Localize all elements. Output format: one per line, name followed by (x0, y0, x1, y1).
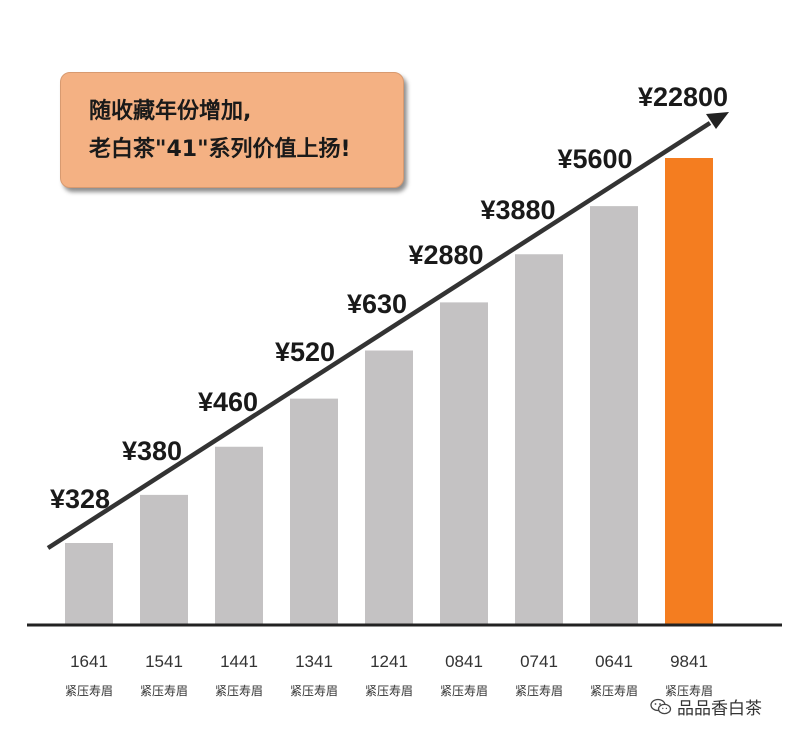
value-label-0841: ¥2880 (408, 240, 483, 270)
bar-9841 (665, 158, 713, 624)
bar-0841 (440, 302, 488, 624)
bar-0741 (515, 254, 563, 624)
category-sublabel-0841: 紧压寿眉 (440, 684, 488, 698)
category-label-1541: 1541 (145, 652, 183, 671)
value-label-1441: ¥460 (198, 387, 258, 417)
category-sublabel-1541: 紧压寿眉 (140, 684, 188, 698)
callout-box: 随收藏年份增加, 老白茶"41"系列价值上扬! (60, 72, 404, 188)
category-label-1341: 1341 (295, 652, 333, 671)
category-label-1641: 1641 (70, 652, 108, 671)
bar-1441 (215, 446, 263, 624)
bar-1541 (140, 494, 188, 624)
trend-arrow-line (46, 121, 712, 550)
category-label-0741: 0741 (520, 652, 558, 671)
category-label-1241: 1241 (370, 652, 408, 671)
value-label-1541: ¥380 (122, 436, 182, 466)
bar-1641 (65, 543, 113, 624)
bar-0641 (590, 206, 638, 624)
wechat-icon (650, 698, 672, 714)
value-label-1341: ¥520 (275, 337, 335, 367)
value-label-0741: ¥3880 (480, 195, 555, 225)
value-label-9841: ¥22800 (638, 82, 728, 112)
value-label-1241: ¥630 (347, 289, 407, 319)
category-sublabel-1241: 紧压寿眉 (365, 684, 413, 698)
callout-line-1: 随收藏年份增加, (89, 99, 252, 124)
watermark: 品品香白茶 (650, 694, 762, 719)
bar-1341 (290, 398, 338, 624)
trend-arrowhead (706, 112, 729, 129)
category-label-0841: 0841 (445, 652, 483, 671)
category-sublabel-0641: 紧压寿眉 (590, 684, 638, 698)
category-label-0641: 0641 (595, 652, 633, 671)
category-sublabel-1441: 紧压寿眉 (215, 684, 263, 698)
watermark-text: 品品香白茶 (677, 699, 762, 719)
bar-1241 (365, 350, 413, 624)
callout-line-2: 老白茶"41"系列价值上扬! (89, 137, 351, 162)
value-label-1641: ¥328 (50, 484, 110, 514)
value-label-0641: ¥5600 (557, 144, 632, 174)
category-label-1441: 1441 (220, 652, 258, 671)
category-label-9841: 9841 (670, 652, 708, 671)
category-sublabel-1641: 紧压寿眉 (65, 684, 113, 698)
category-sublabel-9841: 紧压寿眉 (665, 684, 713, 698)
category-sublabel-1341: 紧压寿眉 (290, 684, 338, 698)
category-sublabel-0741: 紧压寿眉 (515, 684, 563, 698)
